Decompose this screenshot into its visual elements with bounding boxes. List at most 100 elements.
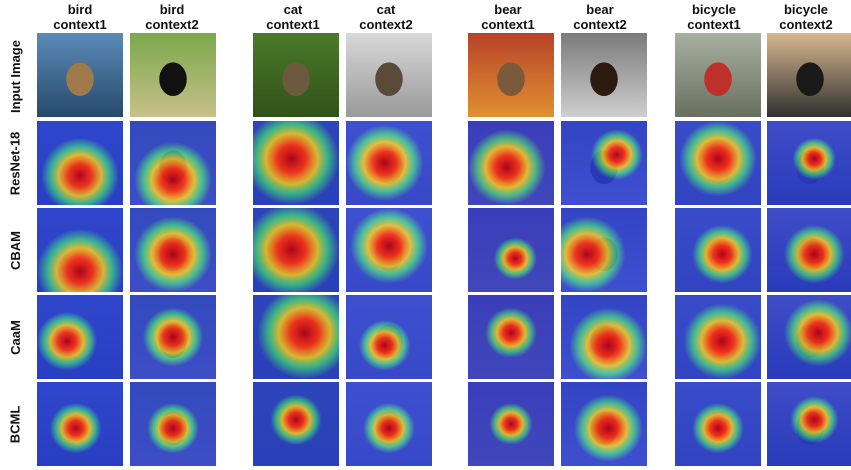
column-header: cat context1 [249,2,337,32]
attention-heatmap [468,382,554,466]
heatmap-overlay [37,382,123,466]
column-context-label: context1 [266,17,320,32]
heatmap-overlay [675,208,761,292]
row-label-text: CBAM [7,230,23,270]
row-label: ResNet-18 [0,121,30,205]
photo-subject [159,62,187,96]
input-image [37,33,123,117]
attention-heatmap [675,295,761,379]
heatmap-overlay [675,382,761,466]
column-class-label: cat [283,2,303,17]
attention-heatmap [130,208,216,292]
column-header: bird context2 [128,2,216,32]
column-class-label: bird [159,2,185,17]
attention-heatmap [37,121,123,205]
column-context-label: context2 [145,17,199,32]
attention-heatmap [767,121,851,205]
input-image [346,33,432,117]
input-image [561,33,647,117]
row-label-text: BCML [7,405,23,443]
photo-subject [66,62,94,96]
column-context-label: context2 [359,17,413,32]
attention-heatmap [253,295,339,379]
row-label-text: Input Image [7,39,23,113]
heatmap-overlay [767,121,851,205]
column-header: bicycle context2 [762,2,850,32]
column-class-label: bear [494,2,522,17]
attention-heatmap [561,121,647,205]
attention-heatmap [346,295,432,379]
heatmap-overlay [468,295,554,379]
column-class-label: cat [376,2,396,17]
attention-heatmap [37,208,123,292]
heatmap-overlay [130,295,216,379]
heatmap-overlay [253,121,339,205]
heatmap-overlay [37,295,123,379]
photo-subject [497,62,525,96]
input-image [468,33,554,117]
attention-heatmap [468,295,554,379]
column-context-label: context2 [779,17,833,32]
attention-heatmap [37,382,123,466]
heatmap-overlay [675,121,761,205]
attention-heatmap [37,295,123,379]
heatmap-overlay [253,208,339,292]
heatmap-overlay [130,208,216,292]
column-header: bird context1 [36,2,124,32]
attention-heatmap [130,295,216,379]
heatmap-overlay [346,121,432,205]
row-label: CBAM [0,208,30,292]
input-image [675,33,761,117]
attention-heatmap [130,121,216,205]
photo-subject [375,62,403,96]
heatmap-overlay [253,295,339,379]
photo-subject [282,62,310,96]
column-header: bear context2 [556,2,644,32]
attention-heatmap [253,208,339,292]
heatmap-overlay [468,208,554,292]
attention-heatmap [675,208,761,292]
heatmap-overlay [675,295,761,379]
heatmap-overlay [767,295,851,379]
heatmap-overlay [37,208,123,292]
input-image [253,33,339,117]
heatmap-overlay [561,382,647,466]
attention-heatmap [767,295,851,379]
heatmap-overlay [468,382,554,466]
heatmap-overlay [561,295,647,379]
input-image [130,33,216,117]
column-header: bear context1 [464,2,552,32]
column-header: cat context2 [342,2,430,32]
column-header: bicycle context1 [670,2,758,32]
heatmap-overlay [767,208,851,292]
attention-heatmap [346,121,432,205]
column-class-label: bicycle [691,2,737,17]
attention-heatmap [561,295,647,379]
attention-heatmap [253,382,339,466]
heatmap-overlay [346,208,432,292]
column-context-label: context1 [481,17,535,32]
heatmap-overlay [130,382,216,466]
heatmap-overlay [37,121,123,205]
heatmap-overlay [130,121,216,205]
heatmap-overlay [346,382,432,466]
photo-subject [796,62,824,96]
row-label-text: CaaM [7,319,23,355]
attention-heatmap [253,121,339,205]
row-label: CaaM [0,295,30,379]
column-context-label: context1 [53,17,107,32]
heatmap-overlay [253,382,339,466]
heatmap-overlay [767,382,851,466]
row-label: BCML [0,382,30,466]
attention-heatmap [468,121,554,205]
attention-heatmap [346,382,432,466]
photo-subject [704,62,732,96]
attention-heatmap [561,382,647,466]
row-label-text: ResNet-18 [7,131,23,195]
attention-heatmap [130,382,216,466]
attention-heatmap [767,382,851,466]
attention-heatmap [468,208,554,292]
input-image [767,33,851,117]
attention-heatmap [561,208,647,292]
attention-heatmap [675,121,761,205]
